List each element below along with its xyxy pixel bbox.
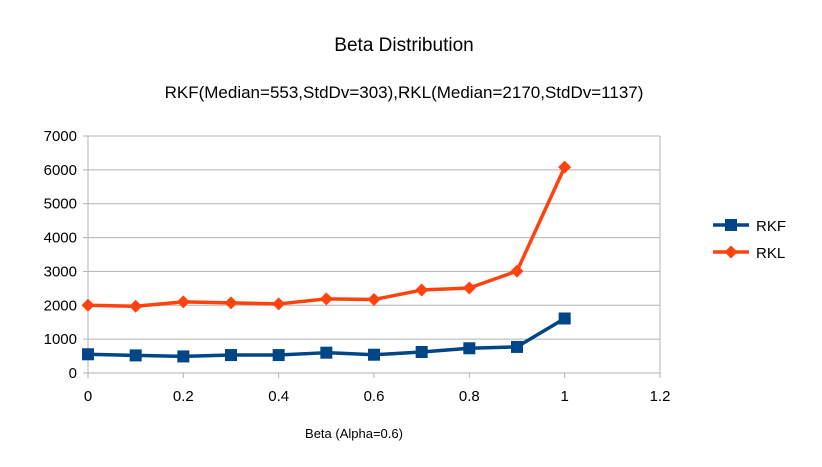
x-tick-label: 0.2: [173, 388, 194, 405]
x-axis-label: Beta (Alpha=0.6): [305, 426, 403, 441]
chart-subtitle: RKF(Median=553,StdDv=303),RKL(Median=217…: [165, 83, 644, 102]
x-tick-label: 0: [84, 388, 92, 405]
data-point-rkf: [272, 349, 285, 362]
data-point-rkf: [177, 350, 190, 363]
y-tick-label: 5000: [44, 196, 77, 213]
data-point-rkl: [272, 297, 286, 311]
data-point-rkl: [176, 295, 190, 309]
data-point-rkl: [319, 292, 333, 306]
data-point-rkl: [129, 299, 143, 313]
x-tick-label: 0.4: [268, 388, 289, 405]
data-point-rkl: [510, 264, 524, 278]
data-point-rkf: [463, 342, 476, 355]
y-tick-label: 7000: [44, 128, 77, 145]
data-point-rkl: [367, 293, 381, 307]
data-point-rkf: [558, 312, 571, 325]
x-tick-label: 0.8: [459, 388, 480, 405]
x-tick-label: 1.2: [650, 388, 671, 405]
legend-label-rkf: RKF: [756, 218, 786, 235]
series-line-rkl: [87, 166, 567, 309]
data-point-rkl: [415, 283, 429, 297]
data-point-rkl: [224, 296, 238, 310]
y-tick-label: 3000: [44, 263, 77, 280]
data-point-rkf: [129, 349, 142, 362]
data-point-rkl: [558, 160, 572, 174]
legend-label-rkl: RKL: [756, 245, 785, 262]
data-point-rkl: [462, 281, 476, 295]
data-point-rkf: [82, 348, 94, 361]
y-tick-label: 2000: [44, 297, 77, 314]
y-tick-label: 0: [69, 365, 77, 382]
legend-marker-rkf: [725, 219, 737, 231]
data-point-rkf: [511, 340, 523, 353]
x-tick-label: 0.6: [364, 388, 385, 405]
y-tick-label: 1000: [44, 331, 77, 348]
plot-area: 0 1000 2000 3000 4000 5000 6000 7000 0 0.2 0.4 0.6 0…: [44, 128, 671, 405]
x-tick-label: 1: [560, 388, 568, 405]
chart-title: Beta Distribution: [334, 35, 473, 56]
data-point-rkf: [368, 348, 380, 361]
data-point-rkf: [225, 349, 237, 362]
legend-marker-rkl: [724, 245, 738, 259]
data-point-rkf: [320, 346, 333, 359]
data-point-rkf: [415, 346, 428, 359]
data-point-rkl: [81, 298, 95, 312]
legend: RKF RKL: [713, 218, 786, 262]
y-tick-label: 6000: [44, 162, 77, 179]
y-tick-label: 4000: [44, 230, 77, 247]
